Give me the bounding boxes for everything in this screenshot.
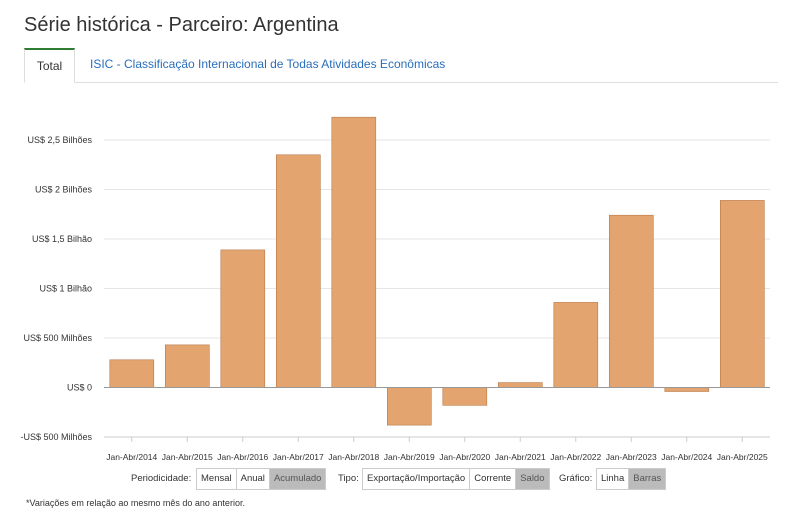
x-tick-label: Jan-Abr/2023 — [606, 452, 657, 462]
x-tick-label: Jan-Abr/2020 — [439, 452, 490, 462]
y-tick-label: US$ 0 — [67, 383, 92, 393]
x-tick-label: Jan-Abr/2016 — [217, 452, 268, 462]
bar — [275, 154, 321, 388]
bar — [109, 359, 155, 388]
x-tick-label: Jan-Abr/2018 — [328, 452, 379, 462]
bar — [386, 387, 432, 426]
tab-bar: Total ISIC - Classificação Internacional… — [24, 48, 778, 83]
y-tick-label: US$ 500 Milhões — [23, 333, 92, 343]
y-tick-label: -US$ 500 Milhões — [20, 432, 92, 442]
tipo-label: Tipo: — [338, 473, 359, 484]
grafico-option-barras[interactable]: Barras — [629, 469, 666, 489]
y-tick-label: US$ 1,5 Bilhão — [32, 234, 92, 244]
y-tick-label: US$ 1 Bilhão — [39, 284, 92, 294]
grafico-label: Gráfico: — [559, 473, 593, 484]
bar — [608, 214, 654, 388]
bar — [497, 382, 543, 388]
bar — [331, 116, 377, 388]
bar — [165, 344, 210, 388]
x-tick-label: Jan-Abr/2015 — [162, 452, 213, 462]
periodicidade-option-anual[interactable]: Anual — [237, 469, 270, 489]
periodicidade-option-acumulado[interactable]: Acumulado — [269, 469, 326, 489]
x-tick-label: Jan-Abr/2014 — [106, 452, 157, 462]
x-tick-label: Jan-Abr/2021 — [495, 452, 546, 462]
x-tick-label: Jan-Abr/2017 — [273, 452, 324, 462]
tipo-options: Exportação/Importação Corrente Saldo — [362, 468, 550, 490]
y-tick-label: US$ 2 Bilhões — [35, 185, 93, 195]
tab-isic[interactable]: ISIC - Classificação Internacional de To… — [90, 57, 446, 71]
bar — [220, 249, 266, 388]
tipo-option-corrente[interactable]: Corrente — [470, 469, 517, 489]
x-tick-label: Jan-Abr/2019 — [384, 452, 435, 462]
page-title: Série histórica - Parceiro: Argentina — [24, 14, 339, 36]
x-tick-label: Jan-Abr/2025 — [717, 452, 768, 462]
grafico-options: Linha Barras — [596, 468, 667, 490]
y-tick-label: US$ 2,5 Bilhões — [27, 135, 92, 145]
periodicidade-option-mensal[interactable]: Mensal — [197, 469, 237, 489]
bar — [442, 387, 488, 406]
tipo-option-saldo[interactable]: Saldo — [516, 469, 549, 489]
periodicidade-label: Periodicidade: — [131, 473, 192, 484]
bar — [553, 302, 599, 388]
x-tick-label: Jan-Abr/2022 — [550, 452, 601, 462]
x-tick-label: Jan-Abr/2024 — [661, 452, 712, 462]
footnote: *Variações em relação ao mesmo mês do an… — [26, 498, 245, 508]
bar — [664, 387, 710, 392]
tab-total[interactable]: Total — [24, 48, 75, 83]
bar — [719, 200, 765, 388]
periodicidade-options: Mensal Anual Acumulado — [196, 468, 327, 490]
tipo-option-exporta-o-importa-o[interactable]: Exportação/Importação — [363, 469, 471, 489]
grafico-option-linha[interactable]: Linha — [597, 469, 630, 489]
bar-chart: US$ 2,5 Bilhões US$ 2 Bilhões US$ 1,5 Bilh… — [20, 116, 770, 462]
